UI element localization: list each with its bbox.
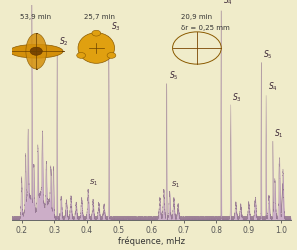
Circle shape <box>173 32 221 64</box>
Text: 53,9 min: 53,9 min <box>20 14 51 20</box>
X-axis label: fréquence, mHz: fréquence, mHz <box>118 237 185 246</box>
Circle shape <box>77 52 86 58</box>
Ellipse shape <box>78 33 115 63</box>
Circle shape <box>185 40 209 56</box>
Text: $S_1$: $S_1$ <box>171 180 180 190</box>
Circle shape <box>92 30 101 36</box>
Text: $S_1$: $S_1$ <box>274 128 284 140</box>
Text: $S_2$: $S_2$ <box>59 36 69 48</box>
Ellipse shape <box>26 34 47 69</box>
Circle shape <box>192 44 202 52</box>
Text: $S_5$: $S_5$ <box>168 70 178 82</box>
Circle shape <box>30 47 42 55</box>
Text: $S_3$: $S_3$ <box>232 92 242 104</box>
Ellipse shape <box>10 44 63 58</box>
Text: $S_4$: $S_4$ <box>223 0 233 7</box>
Text: 20,9 min: 20,9 min <box>181 14 212 20</box>
Text: $S_4$: $S_4$ <box>268 81 278 93</box>
Circle shape <box>107 52 116 58</box>
Text: 25,7 min: 25,7 min <box>84 14 115 20</box>
Text: δr = 0,25 mm: δr = 0,25 mm <box>181 26 230 32</box>
Circle shape <box>178 36 216 60</box>
Text: $S_3$: $S_3$ <box>111 20 121 33</box>
Text: $S_1$: $S_1$ <box>89 178 99 188</box>
Text: $S_5$: $S_5$ <box>263 48 273 61</box>
